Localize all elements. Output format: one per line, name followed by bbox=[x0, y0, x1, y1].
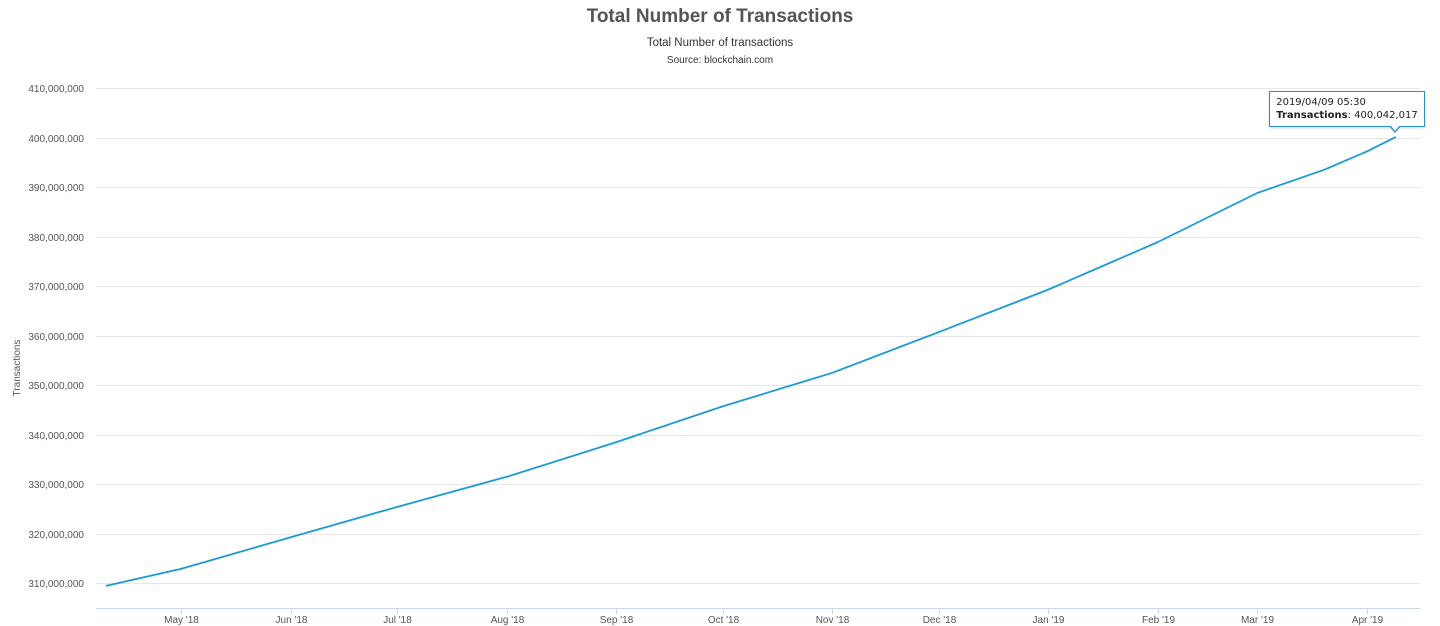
series-line-transactions[interactable] bbox=[106, 136, 1396, 587]
y-tick-label: 370,000,000 bbox=[28, 282, 84, 293]
y-tick-label: 390,000,000 bbox=[28, 183, 84, 194]
x-tick-label: Apr '19 bbox=[1352, 615, 1384, 626]
x-tick-label: Sep '18 bbox=[600, 615, 634, 626]
x-tick-label: May '18 bbox=[164, 615, 199, 626]
y-tick-label: 360,000,000 bbox=[28, 332, 84, 343]
data-point[interactable] bbox=[1366, 150, 1368, 153]
x-tick-label: Jan '19 bbox=[1033, 615, 1065, 626]
x-tick-label: Jun '18 bbox=[276, 615, 308, 626]
x-tick-label: Oct '18 bbox=[708, 615, 740, 626]
chart-source: Source: blockchain.com bbox=[666, 55, 774, 66]
data-point[interactable] bbox=[396, 506, 398, 508]
tooltip-pointer bbox=[1389, 125, 1402, 134]
y-tick-label: 410,000,000 bbox=[28, 84, 84, 95]
data-point[interactable] bbox=[937, 331, 940, 334]
y-tick-label: 330,000,000 bbox=[28, 480, 84, 491]
y-axis-ticks: 310,000,000 320,000,000 330,000,000 340,000… bbox=[28, 84, 84, 590]
data-point[interactable] bbox=[1047, 288, 1050, 291]
x-tick-label: Jul '18 bbox=[383, 615, 412, 626]
data-point[interactable] bbox=[105, 584, 108, 587]
x-tick-label: Dec '18 bbox=[923, 615, 957, 626]
data-point[interactable] bbox=[1256, 192, 1259, 194]
y-tick-label: 380,000,000 bbox=[28, 233, 84, 244]
y-axis-label: Transactions bbox=[12, 340, 23, 397]
data-tooltip: 2019/04/09 05:30 Transactions: 400,042,0… bbox=[1269, 91, 1425, 128]
data-point[interactable] bbox=[180, 568, 182, 570]
x-tick-label: Nov '18 bbox=[816, 615, 850, 626]
tooltip-value: 400,042,017 bbox=[1354, 110, 1418, 122]
y-tick-label: 320,000,000 bbox=[28, 530, 84, 541]
x-tick-label: Feb '19 bbox=[1142, 615, 1175, 626]
y-tick-label: 310,000,000 bbox=[28, 579, 84, 590]
data-point[interactable] bbox=[289, 536, 292, 539]
data-point[interactable] bbox=[505, 475, 508, 478]
chart-subtitle: Total Number of transactions bbox=[646, 37, 794, 49]
data-point[interactable] bbox=[721, 405, 724, 408]
data-point[interactable] bbox=[1394, 136, 1397, 139]
y-tick-label: 400,000,000 bbox=[28, 134, 84, 145]
y-tick-label: 340,000,000 bbox=[28, 431, 84, 442]
tooltip-date: 2019/04/09 05:30 bbox=[1276, 97, 1366, 109]
tooltip-row: Transactions: 400,042,017 bbox=[1276, 110, 1418, 122]
series-group bbox=[105, 136, 1397, 587]
tooltip-label: Transactions bbox=[1276, 110, 1348, 122]
data-point[interactable] bbox=[1323, 168, 1326, 171]
x-tick-label: Aug '18 bbox=[491, 615, 525, 626]
x-axis-ticks: May '18 Jun '18 Jul '18 Aug '18 Sep '18 Oct '… bbox=[164, 608, 1384, 626]
gridlines bbox=[96, 88, 1420, 584]
data-point[interactable] bbox=[831, 371, 834, 374]
data-point[interactable] bbox=[615, 441, 618, 443]
y-tick-label: 350,000,000 bbox=[28, 381, 84, 392]
data-point[interactable] bbox=[1157, 241, 1159, 243]
chart-title: Total Number of Transactions bbox=[586, 6, 854, 27]
x-tick-label: Mar '19 bbox=[1241, 615, 1274, 626]
